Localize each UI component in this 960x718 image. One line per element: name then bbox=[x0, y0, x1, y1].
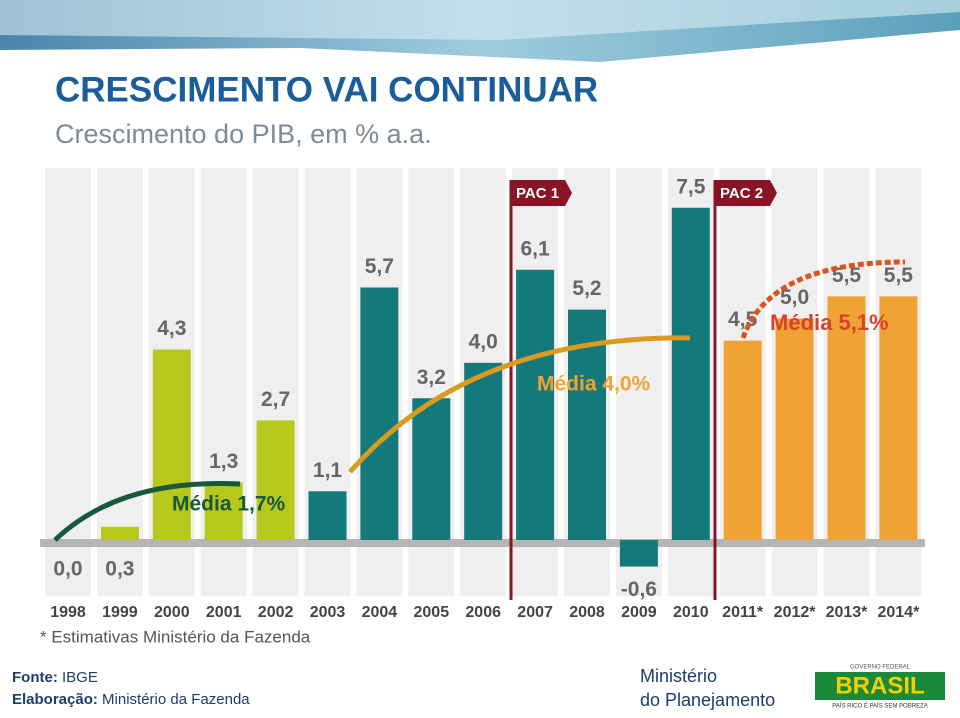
x-tick-label: 2010 bbox=[673, 604, 709, 621]
bar bbox=[516, 269, 555, 540]
x-tick-label: 2008 bbox=[569, 604, 605, 621]
x-tick-label: 2012* bbox=[774, 604, 817, 621]
bar bbox=[879, 296, 918, 540]
x-tick-label: 2005 bbox=[414, 604, 450, 621]
x-tick-label: 2002 bbox=[258, 604, 294, 621]
header-band bbox=[0, 0, 960, 40]
value-label: 4,0 bbox=[469, 330, 498, 353]
value-label: 5,7 bbox=[365, 255, 394, 278]
bar bbox=[412, 398, 451, 540]
average-label: Média 1,7% bbox=[172, 493, 286, 516]
x-tick-label: 2000 bbox=[154, 604, 190, 621]
x-tick-label: 2009 bbox=[621, 604, 657, 621]
average-label: Média 4,0% bbox=[537, 373, 651, 396]
column-bg bbox=[615, 168, 662, 596]
bar bbox=[256, 420, 295, 540]
value-label: 7,5 bbox=[676, 175, 706, 198]
x-tick-label: 2014* bbox=[877, 604, 920, 621]
x-tick-label: 1999 bbox=[102, 604, 138, 621]
subtitle: Crescimento do PIB, em % a.a. bbox=[55, 119, 432, 149]
value-label: -0,6 bbox=[621, 578, 657, 601]
value-label: 5,5 bbox=[832, 264, 862, 287]
x-tick-label: 2011* bbox=[722, 604, 764, 621]
average-curve bbox=[740, 259, 906, 339]
average-label: Média 5,1% bbox=[770, 310, 889, 335]
bar bbox=[723, 340, 762, 540]
source-label: Fonte: bbox=[12, 669, 58, 686]
x-tick-label: 2001 bbox=[206, 604, 242, 621]
title: CRESCIMENTO VAI CONTINUAR bbox=[55, 70, 598, 109]
bar bbox=[360, 287, 399, 540]
logo-bg bbox=[815, 672, 945, 700]
x-tick-label: 2004 bbox=[362, 604, 398, 621]
x-tick-label: 2006 bbox=[465, 604, 501, 621]
bar bbox=[619, 540, 658, 567]
pac-label: PAC 2 bbox=[720, 185, 763, 202]
bar bbox=[671, 207, 710, 540]
bar bbox=[308, 491, 347, 540]
footnote: * Estimativas Ministério da Fazenda bbox=[40, 627, 311, 646]
logo-brand: BRASIL bbox=[835, 672, 924, 699]
bar bbox=[204, 482, 243, 540]
bar bbox=[464, 362, 503, 540]
value-label: 6,1 bbox=[520, 237, 550, 260]
x-tick-label: 2007 bbox=[517, 604, 553, 621]
source: Fonte: IBGE bbox=[12, 669, 98, 686]
value-label: 5,0 bbox=[780, 286, 809, 309]
average-curve bbox=[348, 335, 691, 474]
credit: Elaboração: Ministério da Fazenda bbox=[12, 691, 250, 708]
bar bbox=[100, 526, 139, 540]
logo-slogan: PAÍS RICO É PAÍS SEM POBREZA bbox=[832, 703, 927, 710]
ministry: do Planejamento bbox=[640, 690, 775, 710]
pac-flag bbox=[715, 180, 777, 206]
value-label: 1,3 bbox=[209, 450, 238, 473]
pac-flag bbox=[511, 180, 572, 206]
average-curve bbox=[53, 481, 241, 542]
x-tick-label: 2013* bbox=[826, 604, 869, 621]
x-tick-label: 2003 bbox=[310, 604, 346, 621]
value-label: 3,2 bbox=[417, 366, 446, 389]
ministry: Ministério bbox=[640, 666, 717, 686]
bar bbox=[775, 318, 814, 540]
value-label: 0,3 bbox=[105, 558, 134, 581]
value-label: 5,2 bbox=[572, 277, 601, 300]
baseline bbox=[40, 539, 925, 547]
bar bbox=[827, 296, 866, 540]
value-label: 1,1 bbox=[313, 459, 343, 482]
pac-label: PAC 1 bbox=[516, 185, 559, 202]
credit-text: Ministério da Fazenda bbox=[102, 691, 250, 708]
value-label: 0,0 bbox=[53, 558, 82, 581]
column-bg bbox=[45, 168, 91, 596]
credit-label: Elaboração: bbox=[12, 691, 98, 708]
x-tick-label: 1998 bbox=[50, 604, 86, 621]
source-text: IBGE bbox=[62, 669, 98, 686]
value-label: 4,3 bbox=[157, 317, 186, 340]
bars: 0,0 0,3 4,3 1,3 2,7 1,1 5,7 3,2 4,0 6,1 5,2 -0,6 7,5… bbox=[53, 175, 918, 601]
value-label: 2,7 bbox=[261, 388, 290, 411]
logo-top: GOVERNO FEDERAL bbox=[850, 665, 911, 671]
value-label: 5,5 bbox=[884, 264, 914, 287]
bar bbox=[152, 349, 191, 540]
column-bg bbox=[96, 168, 143, 596]
